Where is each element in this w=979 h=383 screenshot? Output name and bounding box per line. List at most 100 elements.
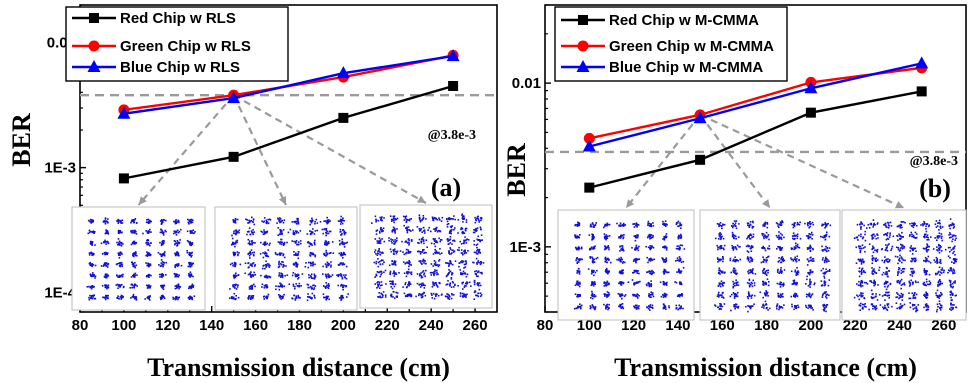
constellation-point	[733, 305, 735, 307]
inset-frame	[699, 209, 841, 321]
constellation-point	[662, 307, 665, 310]
constellation-point	[735, 247, 737, 249]
constellation-point	[810, 307, 812, 309]
constellation-point	[592, 247, 595, 250]
constellation-point	[874, 249, 876, 251]
constellation-point	[278, 262, 280, 264]
constellation-point	[719, 285, 722, 288]
constellation-point	[717, 285, 720, 287]
constellation-point	[434, 238, 436, 240]
constellation-point	[449, 225, 452, 228]
constellation-point	[313, 273, 316, 276]
constellation-point	[809, 296, 812, 299]
constellation-point	[748, 285, 751, 287]
constellation-point	[676, 222, 678, 224]
constellation-point	[145, 254, 147, 257]
constellation-point	[405, 215, 408, 217]
constellation-point	[733, 297, 736, 299]
constellation-point	[761, 234, 764, 237]
constellation-point	[593, 247, 596, 250]
constellation-point	[751, 236, 753, 239]
constellation-point	[592, 258, 595, 261]
constellation-point	[950, 236, 952, 239]
constellation-point	[379, 270, 381, 273]
constellation-point	[678, 260, 680, 262]
constellation-point	[823, 235, 826, 237]
constellation-point	[162, 243, 164, 246]
constellation-point	[621, 224, 624, 227]
constellation-point	[748, 269, 750, 272]
constellation-point	[248, 221, 251, 224]
constellation-point	[796, 255, 799, 258]
constellation-point	[808, 233, 810, 235]
constellation-point	[870, 222, 872, 225]
constellation-point	[752, 246, 754, 248]
constellation-point	[145, 230, 147, 232]
constellation-point	[826, 304, 829, 306]
constellation-point	[470, 285, 472, 287]
constellation-point	[608, 248, 610, 251]
constellation-point	[825, 249, 827, 252]
constellation-point	[90, 295, 93, 297]
constellation-point	[434, 241, 437, 243]
constellation-point	[637, 270, 639, 272]
constellation-point	[868, 227, 871, 229]
constellation-point	[327, 232, 330, 235]
constellation-point	[311, 252, 313, 254]
constellation-point	[948, 234, 950, 236]
constellation-point	[263, 287, 266, 289]
constellation-point	[912, 226, 915, 229]
constellation-point	[281, 275, 283, 277]
constellation-point	[312, 252, 314, 255]
constellation-point	[578, 295, 580, 297]
constellation-point	[752, 233, 755, 236]
constellation-point	[604, 284, 607, 286]
constellation-point	[915, 233, 918, 235]
constellation-point	[265, 274, 267, 277]
arrowhead	[138, 196, 147, 205]
constellation-point	[309, 220, 312, 222]
constellation-point	[823, 281, 826, 283]
constellation-point	[459, 261, 462, 263]
constellation-point	[419, 293, 422, 296]
constellation-point	[621, 269, 623, 272]
constellation-point	[663, 247, 666, 249]
constellation-point	[719, 269, 721, 271]
constellation-point	[190, 287, 193, 290]
x-tick-label: 220	[375, 317, 400, 334]
constellation-point	[751, 282, 753, 285]
constellation-point	[132, 274, 134, 277]
constellation-point	[343, 242, 346, 244]
constellation-point	[591, 269, 593, 272]
constellation-point	[104, 222, 107, 225]
constellation-point	[150, 242, 152, 244]
constellation-point	[346, 241, 348, 244]
constellation-point	[390, 295, 393, 298]
constellation-point	[252, 275, 254, 278]
constellation-point	[450, 230, 452, 232]
constellation-point	[805, 283, 807, 285]
constellation-point	[860, 259, 863, 262]
constellation-point	[951, 235, 954, 238]
constellation-point	[104, 232, 107, 235]
constellation-point	[763, 272, 765, 274]
constellation-point	[763, 305, 765, 307]
constellation-point	[782, 221, 784, 224]
constellation-point	[174, 231, 176, 234]
constellation-point	[822, 223, 825, 226]
constellation-point	[807, 307, 809, 309]
constellation-point	[809, 286, 811, 288]
constellation-point	[637, 249, 639, 252]
constellation-point	[477, 295, 480, 298]
constellation-point	[608, 303, 610, 306]
constellation-point	[424, 260, 426, 262]
constellation-point	[764, 281, 766, 284]
constellation-point	[606, 271, 609, 274]
constellation-point	[651, 269, 653, 272]
constellation-point	[381, 238, 383, 240]
constellation-point	[278, 260, 280, 263]
constellation-point	[294, 297, 297, 300]
constellation-point	[393, 227, 396, 230]
constellation-point	[749, 224, 752, 226]
constellation-point	[473, 298, 476, 300]
